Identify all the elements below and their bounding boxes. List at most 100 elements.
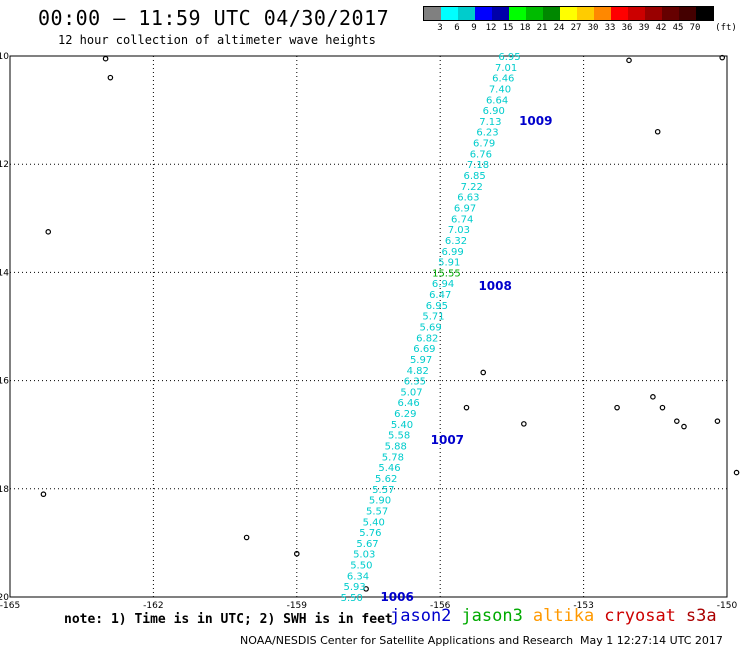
wave-height-value: 5.76: [359, 528, 381, 539]
color-swatch: [611, 7, 628, 20]
y-tick-label: -18: [0, 485, 9, 495]
satellite-legend-item: s3a: [685, 606, 717, 626]
wave-height-value: 5.40: [363, 517, 385, 528]
page-subtitle: 12 hour collection of altimeter wave hei…: [58, 33, 376, 47]
wave-height-value: 5.50: [350, 561, 372, 572]
wave-height-value: 6.35: [404, 377, 426, 388]
wave-height-value: 5.62: [375, 474, 397, 485]
wave-height-value: 5.90: [369, 496, 391, 507]
color-scale-label: 70: [689, 23, 701, 33]
wave-height-value: 6.97: [454, 203, 476, 214]
wave-height-value: 7.01: [495, 63, 517, 74]
island-outline: [719, 54, 726, 61]
wave-height-value: 5.57: [366, 506, 388, 517]
wave-height-value: 5.46: [378, 463, 400, 474]
color-scale-label: 6: [454, 23, 460, 33]
wave-height-value: 6.34: [347, 571, 369, 582]
island-outline: [363, 586, 369, 592]
wave-height-value: 6.32: [445, 236, 467, 247]
color-scale-swatches: [423, 6, 714, 21]
wave-height-value: 6.69: [413, 344, 435, 355]
wave-height-value: 7.13: [479, 117, 501, 128]
wave-height-value: 5.58: [388, 431, 410, 442]
map-frame: [9, 55, 728, 598]
color-swatch: [645, 7, 662, 20]
wave-height-value: 7.22: [461, 182, 483, 193]
color-swatch: [696, 7, 713, 20]
wave-height-value: 6.74: [451, 214, 473, 225]
wave-height-value: 5.97: [410, 355, 432, 366]
satellite-legend-item: jason3: [461, 606, 523, 626]
satellite-legend: jason2 jason3 altika cryosat s3a: [390, 606, 727, 626]
wave-height-value: 6.85: [463, 171, 485, 182]
y-tick-label: -12: [0, 160, 9, 170]
wave-height-value: 6.79: [473, 139, 495, 150]
island-outline: [650, 394, 656, 400]
wave-height-value: 5.69: [420, 323, 442, 334]
island-outline: [654, 128, 661, 135]
color-swatch: [662, 7, 679, 20]
x-tick-label: -162: [143, 601, 163, 611]
color-scale-unit: (ft): [715, 23, 737, 33]
color-scale-label: 18: [519, 23, 531, 33]
wave-height-value: 6.23: [476, 128, 498, 139]
island-outline: [463, 404, 470, 411]
cycle-label: 1008: [478, 279, 511, 293]
island-outline: [521, 421, 527, 427]
color-swatch: [441, 7, 458, 20]
wave-height-value: 5.57: [372, 485, 394, 496]
wave-height-value: 6.90: [483, 106, 505, 117]
wave-height-value: 15.55: [432, 268, 461, 279]
wave-height-value: 5.67: [356, 539, 378, 550]
wave-height-value: 6.82: [416, 333, 438, 344]
color-swatch: [509, 7, 526, 20]
island-outline: [40, 491, 47, 498]
wave-height-value: 6.94: [432, 279, 454, 290]
wave-height-value: 6.76: [470, 149, 492, 160]
wave-height-value: 5.71: [422, 312, 444, 323]
wave-height-value: 6.64: [486, 95, 508, 106]
wave-height-value: 6.29: [394, 409, 416, 420]
satellite-legend-item: jason2: [390, 606, 452, 626]
island-outline: [293, 550, 300, 557]
cycle-label: 1006: [380, 590, 413, 604]
island-outline: [480, 369, 487, 376]
island-outline: [107, 74, 114, 81]
wave-height-value: 5.88: [385, 442, 407, 453]
color-scale-label: 36: [621, 23, 633, 33]
island-outline: [626, 57, 632, 64]
island-outline: [714, 418, 721, 424]
footer-credit: NOAA/NESDIS Center for Satellite Applica…: [240, 634, 723, 647]
x-tick-label: -156: [430, 601, 451, 611]
color-swatch: [475, 7, 492, 20]
color-swatch: [543, 7, 560, 20]
x-tick-label: -153: [573, 601, 593, 611]
credit-text: NOAA/NESDIS Center for Satellite Applica…: [240, 634, 574, 647]
island-outline: [102, 55, 109, 62]
wave-height-value: 6.46: [398, 398, 420, 409]
cycle-label: 1009: [519, 114, 552, 128]
color-swatch: [492, 7, 509, 20]
x-tick-label: -165: [0, 601, 20, 611]
wave-height-value: 5.93: [344, 582, 366, 593]
wave-height-value: 7.18: [467, 160, 489, 171]
wave-height-value: 5.78: [382, 452, 404, 463]
units-note: note: 1) Time is in UTC; 2) SWH is in fe…: [64, 612, 393, 627]
y-tick-label: -20: [0, 593, 9, 603]
x-tick-label: -159: [287, 601, 308, 611]
color-swatch: [628, 7, 645, 20]
color-swatch: [526, 7, 543, 20]
wave-height-value: 5.03: [353, 550, 375, 561]
y-tick-label: -10: [0, 52, 9, 62]
wave-height-value: 6.63: [457, 193, 479, 204]
satellite-legend-item: cryosat: [604, 606, 676, 626]
wave-height-value: 6.95: [426, 301, 448, 312]
color-swatch: [594, 7, 611, 20]
color-scale-label: 9: [471, 23, 477, 33]
wave-height-value: 6.99: [441, 247, 463, 258]
color-scale-label: 39: [638, 23, 650, 33]
color-scale-label: 12: [485, 23, 497, 33]
cycle-label: 1007: [431, 433, 464, 447]
y-tick-label: -14: [0, 268, 9, 278]
